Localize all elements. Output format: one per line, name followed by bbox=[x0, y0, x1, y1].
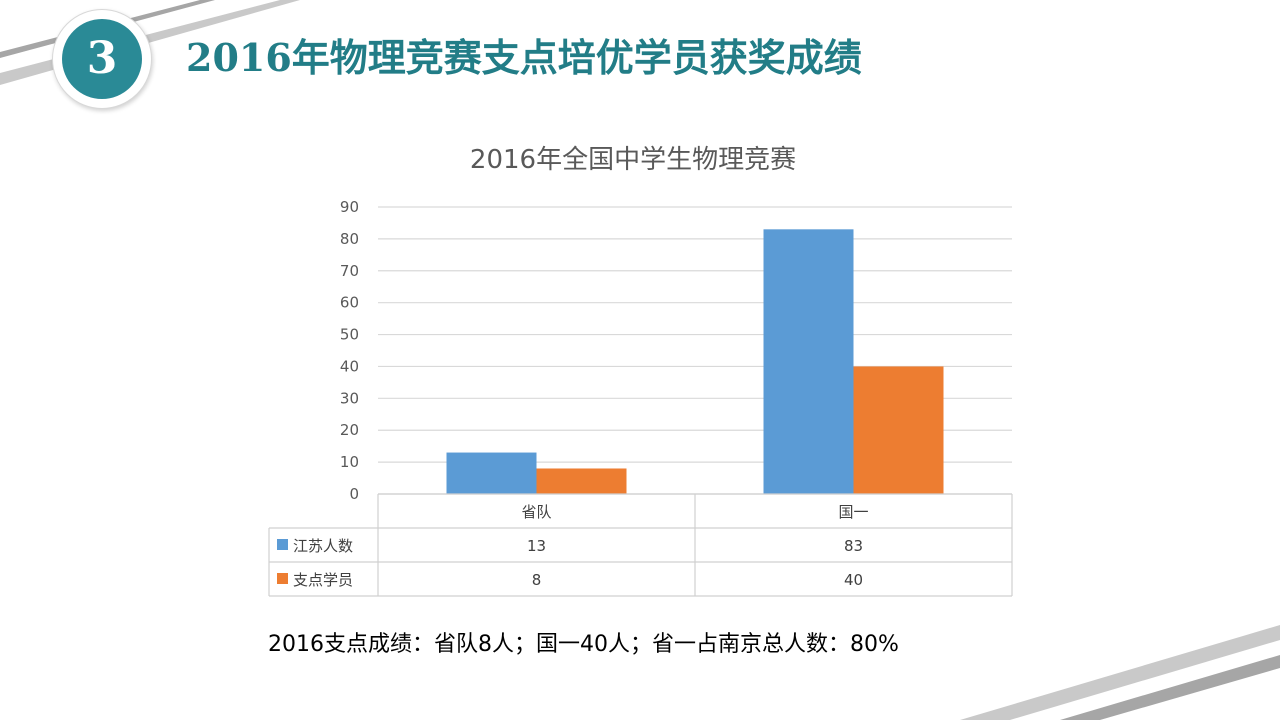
x-category-label: 省队 bbox=[521, 503, 551, 521]
bar-1-1 bbox=[446, 452, 537, 494]
slide-title: 2016年物理竞赛支点培优学员获奖成绩 bbox=[186, 35, 862, 80]
bar-2-2 bbox=[853, 366, 944, 494]
legend-swatch bbox=[277, 539, 288, 550]
section-number-badge: 3 bbox=[62, 19, 142, 99]
legend-series-name: 支点学员 bbox=[293, 571, 353, 589]
bar-1-2 bbox=[763, 229, 854, 495]
y-tick-label: 60 bbox=[340, 294, 359, 312]
y-tick-label: 40 bbox=[340, 357, 359, 375]
data-table-value: 13 bbox=[527, 537, 546, 555]
bar-2-1 bbox=[536, 468, 627, 494]
data-table-value: 8 bbox=[532, 571, 542, 589]
bars bbox=[446, 229, 944, 495]
y-axis-ticks: 0 10 20 30 40 50 60 70 80 90 bbox=[340, 198, 359, 503]
legend-swatch bbox=[277, 573, 288, 584]
y-tick-label: 20 bbox=[340, 421, 359, 439]
chart-title: 2016年全国中学生物理竞赛 bbox=[470, 145, 796, 175]
legend-series-name: 江苏人数 bbox=[293, 537, 353, 555]
y-tick-label: 30 bbox=[340, 389, 359, 407]
x-category-label: 国一 bbox=[838, 503, 868, 521]
data-table-value: 40 bbox=[844, 571, 863, 589]
data-table-value: 83 bbox=[844, 537, 863, 555]
y-tick-label: 0 bbox=[349, 485, 359, 503]
summary-footnote: 2016支点成绩：省队8人；国一40人；省一占南京总人数：80% bbox=[268, 632, 899, 657]
y-tick-label: 70 bbox=[340, 262, 359, 280]
y-tick-label: 10 bbox=[340, 453, 359, 471]
y-tick-label: 80 bbox=[340, 230, 359, 248]
y-tick-label: 50 bbox=[340, 326, 359, 344]
y-tick-label: 90 bbox=[340, 198, 359, 216]
